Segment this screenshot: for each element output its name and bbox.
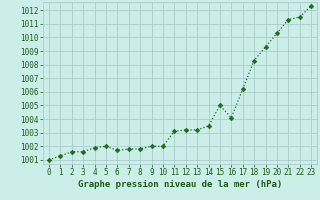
- X-axis label: Graphe pression niveau de la mer (hPa): Graphe pression niveau de la mer (hPa): [78, 180, 282, 189]
